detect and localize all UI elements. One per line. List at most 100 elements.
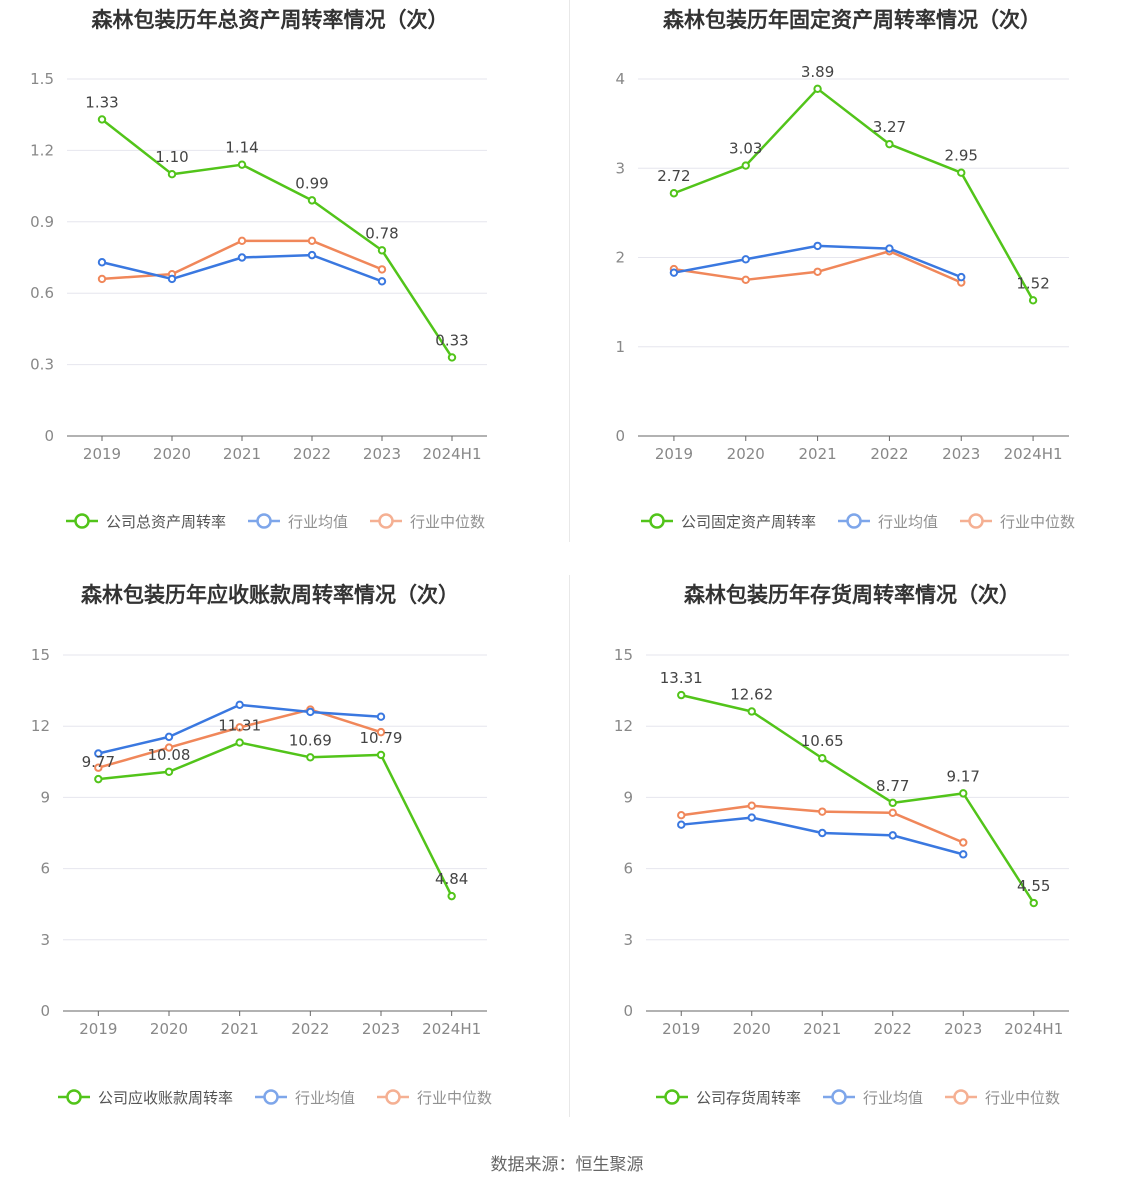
data-point-avg — [235, 700, 244, 710]
x-tick-label: 2024H1 — [1004, 1020, 1063, 1038]
data-point-avg — [307, 250, 317, 260]
data-point-median — [97, 274, 107, 284]
x-tick-label: 2022 — [291, 1020, 329, 1038]
x-tick-label: 2022 — [874, 1020, 912, 1038]
x-tick-label: 2019 — [655, 445, 693, 463]
data-point-company — [167, 170, 177, 179]
data-point-company — [97, 115, 107, 124]
legend-swatch-marker — [831, 1089, 847, 1105]
y-tick-label: 0 — [40, 1002, 50, 1020]
chart-total-asset-turnover: 森林包装历年总资产周转率情况（次） 0 0.3 0.6 0.9 1.2 1.5 2019 202… — [0, 0, 567, 575]
data-point-median — [818, 807, 827, 816]
y-tick-label: 6 — [40, 860, 50, 878]
legend-label: 行业均值 — [878, 513, 938, 531]
y-tick-label: 1.2 — [30, 141, 54, 159]
data-point-company — [235, 738, 244, 747]
x-tick-label: 2024H1 — [423, 445, 482, 463]
legend-item-avg: 行业均值 — [255, 1089, 355, 1107]
data-point-company — [959, 789, 968, 798]
data-label: 8.77 — [876, 777, 909, 795]
legend-label: 行业中位数 — [410, 513, 485, 531]
legend-item-median: 行业中位数 — [960, 513, 1075, 531]
data-point-company — [447, 353, 457, 362]
legend-label: 公司固定资产周转率 — [681, 513, 816, 531]
data-point-avg — [164, 732, 174, 742]
data-point-median — [959, 838, 968, 847]
chart-title: 森林包装历年总资产周转率情况（次） — [92, 8, 449, 32]
series-line-company — [101, 118, 454, 359]
chart-inventory-turnover: 森林包装历年存货周转率情况（次） 0 3 6 9 12 15 2019 2020 2021 2022… — [567, 575, 1134, 1150]
legend-label: 公司存货周转率 — [696, 1089, 801, 1107]
data-label: 3.03 — [729, 140, 762, 158]
data-point-avg — [97, 258, 107, 267]
y-tick-label: 15 — [31, 646, 50, 664]
data-point-company — [1029, 898, 1038, 908]
data-label: 1.10 — [155, 148, 188, 166]
legend-item-company: 公司总资产周转率 — [66, 513, 226, 531]
data-point-avg — [677, 820, 686, 829]
legend-label: 行业中位数 — [985, 1089, 1060, 1107]
chart-receivables-turnover: 森林包装历年应收账款周转率情况（次） 0 3 6 9 12 15 2019 2020 2021 20… — [0, 575, 567, 1150]
y-tick-label: 1 — [615, 338, 625, 356]
y-tick-label: 1.5 — [30, 70, 54, 88]
data-point-company — [669, 189, 679, 198]
data-point-median — [94, 763, 103, 772]
data-point-median — [237, 236, 247, 246]
data-label: 2.72 — [657, 167, 690, 185]
data-point-avg — [376, 712, 386, 721]
chart-title: 森林包装历年存货周转率情况（次） — [684, 583, 1020, 607]
series-line-company — [98, 741, 453, 897]
series-line-company — [673, 87, 1035, 301]
x-tick-label: 2021 — [221, 1020, 259, 1038]
y-tick-label: 15 — [614, 646, 633, 664]
legend-item-company: 公司固定资产周转率 — [641, 513, 816, 531]
x-tick-label: 2020 — [150, 1020, 188, 1038]
data-point-median — [888, 808, 897, 818]
y-tick-label: 0.6 — [30, 284, 54, 302]
legend-item-company: 公司应收账款周转率 — [58, 1089, 233, 1107]
x-tick-label: 2023 — [944, 1020, 982, 1038]
chart-svg: 森林包装历年固定资产周转率情况（次） 0 1 2 3 4 2019 2020 2021 2022 2… — [615, 8, 1075, 531]
x-tick-label: 2021 — [803, 1020, 841, 1038]
data-point-company — [677, 690, 686, 700]
data-point-avg — [741, 255, 750, 264]
y-tick-label: 0 — [44, 427, 54, 445]
x-tick-label: 2020 — [727, 445, 765, 463]
data-label: 13.31 — [660, 669, 703, 687]
data-label: 4.84 — [435, 870, 468, 888]
chart-svg: 森林包装历年存货周转率情况（次） 0 3 6 9 12 15 2019 2020 2021 2022… — [614, 583, 1069, 1107]
legend-item-avg: 行业均值 — [248, 513, 348, 531]
series-line-median — [673, 250, 962, 284]
chart-fixed-asset-turnover: 森林包装历年固定资产周转率情况（次） 0 1 2 3 4 2019 2020 2021 2022 2… — [567, 0, 1134, 575]
data-point-company — [1028, 296, 1038, 305]
legend-label: 行业中位数 — [417, 1089, 492, 1107]
data-point-company — [376, 750, 386, 760]
data-label: 1.14 — [225, 139, 258, 157]
x-tick-label: 2023 — [942, 445, 980, 463]
series-line-company — [680, 693, 1035, 904]
y-tick-label: 0 — [615, 427, 625, 445]
x-tick-label: 2021 — [798, 445, 836, 463]
x-tick-label: 2022 — [870, 445, 908, 463]
data-point-avg — [237, 253, 247, 262]
chart-title: 森林包装历年固定资产周转率情况（次） — [663, 8, 1041, 32]
data-point-avg — [957, 272, 966, 282]
y-tick-label: 9 — [40, 788, 50, 806]
data-label: 1.52 — [1016, 274, 1049, 292]
y-tick-label: 4 — [615, 70, 625, 88]
legend-label: 行业中位数 — [1000, 513, 1075, 531]
y-tick-label: 3 — [615, 159, 625, 177]
legend-swatch-marker — [953, 1089, 969, 1105]
data-point-company — [377, 246, 387, 255]
legend-label: 公司总资产周转率 — [106, 513, 226, 531]
data-point-avg — [669, 268, 679, 277]
legend-item-avg: 行业均值 — [823, 1089, 923, 1107]
x-tick-label: 2019 — [662, 1020, 700, 1038]
data-point-median — [813, 267, 822, 276]
x-tick-label: 2023 — [362, 1020, 400, 1038]
data-label: 0.33 — [435, 331, 468, 349]
x-tick-label: 2019 — [83, 445, 121, 463]
y-tick-label: 3 — [623, 931, 633, 949]
data-point-median — [677, 811, 686, 820]
legend-swatch-marker — [846, 513, 862, 529]
